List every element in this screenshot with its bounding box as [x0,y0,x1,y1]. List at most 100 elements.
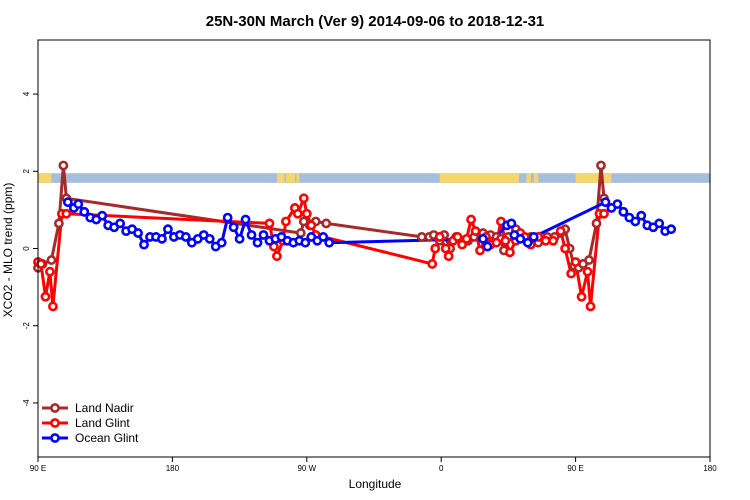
x-tick-label: 90 E [30,464,46,473]
series-line [37,196,604,308]
data-point [461,233,472,244]
chart-title: 25N-30N March (Ver 9) 2014-09-06 to 2018… [206,13,545,30]
data-point [298,193,309,204]
data-point [612,199,623,209]
data-point [600,197,611,208]
data-point [560,243,571,254]
data-point [440,243,451,254]
data-point [240,214,251,225]
data-point [61,208,72,219]
data-point [506,218,517,229]
legend-swatch-point [50,418,60,428]
land-segment [38,173,52,183]
data-point [540,235,551,246]
data-point [62,197,73,208]
data-point [300,237,311,248]
data-point [515,233,526,244]
data-point [585,301,596,312]
data-point [666,224,677,235]
data-point [570,257,581,267]
land-segment [526,173,531,183]
series-lines [37,164,672,308]
legend-label: Ocean Glint [75,431,139,445]
x-tick-label: 180 [703,464,717,473]
data-point [48,301,58,312]
data-point [491,237,502,248]
data-point [548,235,559,246]
y-tick-label: 2 [22,169,31,174]
data-point [318,232,329,242]
data-point [301,208,312,219]
data-point [157,233,167,244]
land-segment [296,173,300,183]
data-point [133,228,143,238]
data-point [73,199,84,209]
x-tick-label: 90 W [297,464,316,473]
y-tick-label: 4 [22,91,31,96]
x-tick-label: 180 [166,464,180,473]
land-segment [575,173,612,183]
data-point [321,218,332,229]
y-tick-label: -2 [22,322,31,330]
data-point [654,218,665,229]
data-point [452,232,463,242]
data-point [139,239,149,250]
y-axis-label: XCO2 - MLO trend (ppm) [1,183,15,318]
data-point [630,216,641,227]
land-segment [439,173,519,183]
data-point [443,251,454,262]
x-axis: 90 E 180 90 W 0 90 E 180 [30,457,717,473]
x-tick-label: 0 [439,464,444,473]
data-point [306,220,317,231]
y-tick-label: -4 [22,399,31,407]
x-tick-label: 90 E [567,464,583,473]
data-point [97,210,108,221]
data-point [475,245,485,256]
data-point [555,226,566,237]
data-point [58,160,69,171]
data-point [292,208,303,219]
data-point [434,232,445,242]
data-point [576,291,587,302]
ocean-band [38,173,710,183]
data-point [234,233,245,244]
data-point [295,228,306,238]
land-mask-band [38,173,710,183]
data-point [618,206,629,217]
data-point [500,235,511,246]
data-point [264,218,275,229]
data-point [79,206,90,217]
data-point [596,160,606,171]
data-point [582,266,593,277]
data-point [430,243,441,254]
legend-label: Land Nadir [75,401,134,415]
data-point [204,233,215,244]
data-point [272,251,282,262]
data-point [599,208,609,219]
data-point [228,222,239,233]
y-axis: -4 -2 0 2 4 [22,91,38,407]
data-point [478,233,488,244]
data-point [522,237,533,248]
data-point [584,255,594,265]
legend-swatch-point [50,433,60,443]
data-point [246,230,257,240]
x-axis-label: Longitude [349,477,402,491]
data-point [216,237,227,248]
data-point [636,210,647,221]
legend-swatch-point [50,403,60,413]
data-point [416,232,427,242]
data-point [163,224,173,235]
data-point [566,268,577,279]
data-point [280,216,291,227]
data-point [54,218,64,229]
data-point [40,291,51,302]
data-point [470,226,481,237]
data-point [180,232,191,242]
land-segment [533,173,539,183]
data-point [115,218,126,229]
data-point [528,232,539,242]
data-point [324,237,335,248]
